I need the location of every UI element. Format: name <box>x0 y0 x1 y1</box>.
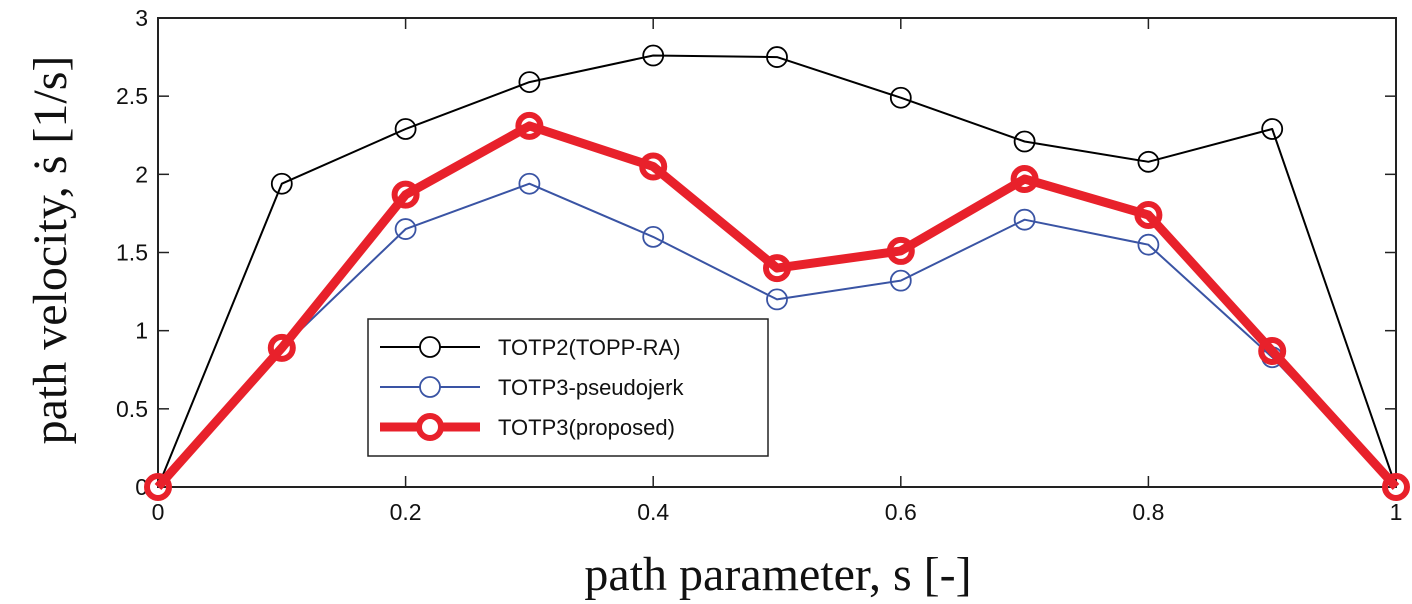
data-point <box>391 180 420 209</box>
series-line <box>157 182 1397 488</box>
data-point <box>1137 150 1160 173</box>
series-layer <box>144 44 1410 501</box>
data-point <box>515 111 544 140</box>
data-point <box>518 172 541 195</box>
y-tick-label: 2.5 <box>116 83 148 109</box>
data-point <box>886 236 915 265</box>
data-point <box>639 152 668 181</box>
data-point <box>889 269 912 292</box>
y-tick-label: 3 <box>135 5 148 31</box>
series-line <box>154 121 1400 491</box>
x-tick-label: 0.8 <box>1132 499 1164 525</box>
y-tick-label: 1.5 <box>116 240 148 266</box>
y-axis-label: path velocity, ṡ [1/s] <box>24 56 77 445</box>
data-point <box>1013 208 1036 231</box>
x-axis-label: path parameter, s [-] <box>584 548 971 601</box>
data-point <box>518 71 541 93</box>
legend-label: TOTP2(TOPP-RA) <box>498 335 681 360</box>
data-point <box>1261 118 1284 140</box>
data-point <box>267 333 296 362</box>
data-point <box>1382 473 1410 501</box>
data-point <box>270 172 293 195</box>
x-tick-label: 0.4 <box>637 499 669 525</box>
data-point <box>766 288 788 311</box>
series-line <box>157 54 1397 488</box>
x-tick-label: 0 <box>152 499 165 525</box>
data-point <box>1258 336 1287 365</box>
plot-area: 0 0.2 0.4 0.6 0.8 1 0 0.5 1 1.5 2 2.5 3 <box>116 5 1402 525</box>
data-point <box>394 118 417 140</box>
y-tick-label: 0.5 <box>116 396 148 422</box>
y-tick-label: 2 <box>135 161 148 187</box>
legend-marker <box>419 376 441 398</box>
legend-label: TOTP3(proposed) <box>498 415 675 440</box>
series-3 <box>144 111 1410 501</box>
legend-marker <box>416 413 444 441</box>
legend-marker <box>419 336 441 358</box>
data-point <box>1013 130 1036 153</box>
x-tick-label: 0.6 <box>885 499 917 525</box>
data-point <box>394 218 417 240</box>
x-tick-label: 1 <box>1390 499 1403 525</box>
y-tick-label: 0 <box>135 474 148 500</box>
data-point <box>1134 200 1163 229</box>
data-point <box>889 86 912 109</box>
x-tick-label: 0.2 <box>390 499 422 525</box>
y-tick-label: 1 <box>135 318 148 344</box>
data-point <box>763 254 791 283</box>
data-point <box>766 46 788 68</box>
series-2 <box>147 172 1407 498</box>
data-point <box>642 225 665 248</box>
data-point <box>144 473 172 501</box>
legend: TOTP2(TOPP-RA) TOTP3-pseudojerk TOTP3(prop… <box>367 318 769 457</box>
data-point <box>1010 165 1039 194</box>
legend-label: TOTP3-pseudojerk <box>498 375 684 400</box>
data-point <box>1137 233 1160 256</box>
data-point <box>642 44 665 67</box>
axes-box <box>157 17 1397 488</box>
